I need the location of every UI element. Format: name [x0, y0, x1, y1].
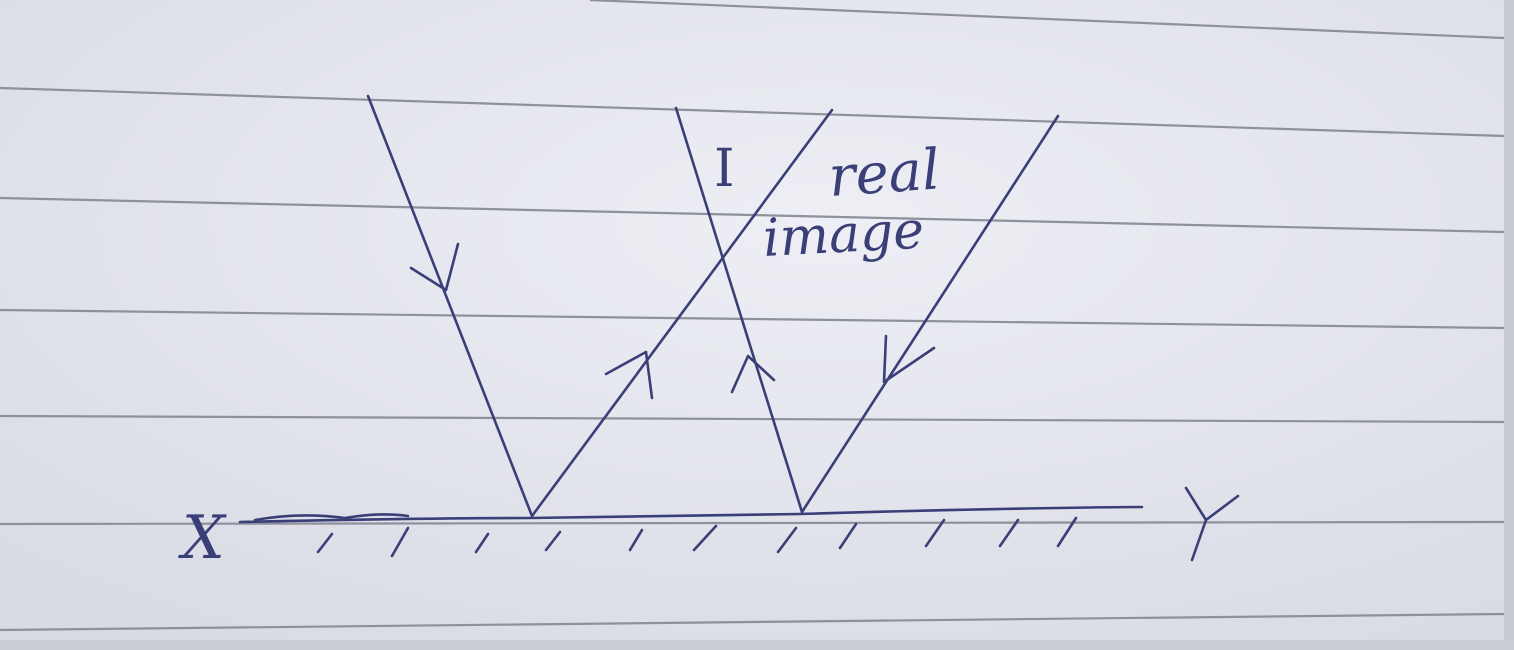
reflected-ray-1	[530, 108, 834, 518]
hatch-mark	[474, 532, 490, 554]
ink-drawing	[238, 94, 1240, 562]
hatch-mark	[316, 532, 334, 554]
mirror-line	[238, 505, 1144, 524]
arrowhead-up-1	[604, 350, 654, 400]
label-i: I	[714, 139, 735, 199]
ruled-line	[0, 612, 1505, 632]
arrowhead-up-2	[730, 354, 776, 394]
hatch-mark	[838, 522, 858, 550]
label-image: image	[762, 201, 926, 269]
label-real: real	[826, 137, 941, 210]
ruled-line	[0, 308, 1505, 330]
hatch-mark	[776, 526, 798, 554]
arrowhead-down-2	[882, 334, 936, 384]
mirror-scribble	[253, 513, 410, 522]
reflected-ray-2	[674, 106, 804, 514]
ruled-line	[589, 0, 1505, 40]
page-edge	[1504, 0, 1514, 650]
hatch-mark	[998, 518, 1020, 548]
hatch-mark	[544, 530, 562, 552]
arrowhead-down-1	[409, 242, 460, 292]
ruled-line	[0, 414, 1505, 424]
ruled-lines	[0, 0, 1505, 632]
ruled-line	[0, 196, 1505, 234]
hatch-mark	[924, 518, 946, 548]
mirror-hatching	[316, 516, 1078, 558]
hatch-mark	[628, 528, 644, 552]
y-letter-strokes	[1184, 486, 1240, 562]
label-x: X	[178, 503, 227, 573]
ruled-line	[0, 520, 1505, 526]
incident-ray-2	[800, 114, 1060, 514]
incident-ray-1	[366, 94, 534, 518]
ruled-line	[0, 86, 1505, 138]
hatch-mark	[390, 526, 410, 558]
hatch-mark	[692, 524, 718, 552]
label-y: Y	[1245, 559, 1247, 561]
hatch-mark	[1056, 516, 1078, 548]
page-bottom-edge	[0, 640, 1514, 650]
